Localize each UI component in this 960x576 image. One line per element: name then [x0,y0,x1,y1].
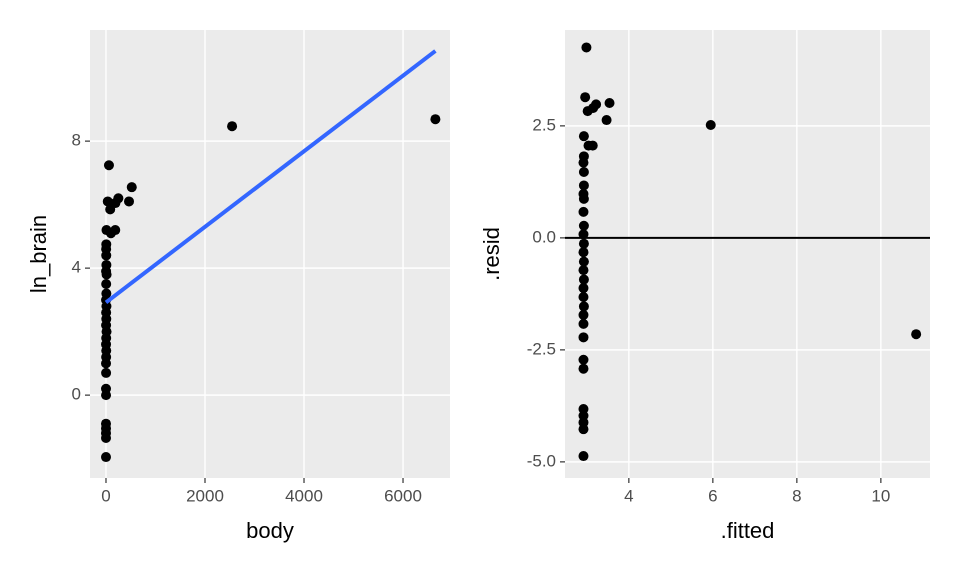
point [578,292,589,303]
point [578,332,589,343]
y-tick-label: 2.5 [532,115,556,134]
point [604,98,615,109]
point [227,121,238,132]
point [101,358,112,369]
y-tick-label: -2.5 [527,339,556,358]
x-tick-label: 10 [871,486,890,505]
y-tick-label: 0.0 [532,227,556,246]
point [578,301,589,312]
point [578,274,589,285]
point [911,329,922,340]
y-axis-title: ln_brain [26,215,51,293]
y-axis-title: .resid [479,227,504,281]
point [430,114,441,125]
point [578,238,589,249]
point [578,309,589,320]
point [100,452,111,463]
point [578,424,589,435]
point [578,318,589,329]
point [578,131,589,142]
point [101,367,112,378]
point [100,432,111,443]
plot-background [90,30,450,478]
y-tick-label: -5.0 [527,451,556,470]
x-tick-label: 2000 [186,486,224,505]
x-axis-title: .fitted [721,518,775,543]
y-tick-label: 4 [72,258,81,277]
x-tick-label: 4 [624,486,633,505]
point [102,196,113,207]
x-axis-title: body [246,518,294,543]
point [578,256,589,267]
fit-line [104,49,437,305]
point [578,193,589,204]
y-tick-label: 0 [72,385,81,404]
point [101,279,112,290]
point [580,92,591,103]
point [124,196,135,207]
x-tick-label: 0 [101,486,110,505]
point [578,247,589,258]
panel: -5.0 -2.5 0.0 2.5 4 6 8 10 .fitted .resid [479,30,930,543]
point [101,390,112,401]
point [101,250,112,261]
point [578,354,589,365]
point [578,451,589,462]
point [705,119,716,130]
point [101,225,112,236]
point [582,106,593,117]
point [578,363,589,374]
point [578,167,589,178]
plot-background [565,30,930,478]
point [578,265,589,276]
point [581,42,592,53]
point [126,182,137,193]
x-tick-label: 4000 [285,486,323,505]
point [578,180,589,191]
point [578,157,589,168]
x-tick-label: 6000 [384,486,422,505]
panel: 0 4 8 0 2000 4000 6000 body ln_brain [26,30,450,543]
point [583,140,594,151]
point [578,229,589,240]
point [103,160,114,171]
point [601,115,612,126]
point [578,206,589,217]
point [578,220,589,231]
x-tick-label: 6 [708,486,717,505]
y-tick-label: 8 [72,131,81,150]
x-tick-label: 8 [792,486,801,505]
point [105,204,116,215]
point [101,269,112,280]
point [578,283,589,294]
